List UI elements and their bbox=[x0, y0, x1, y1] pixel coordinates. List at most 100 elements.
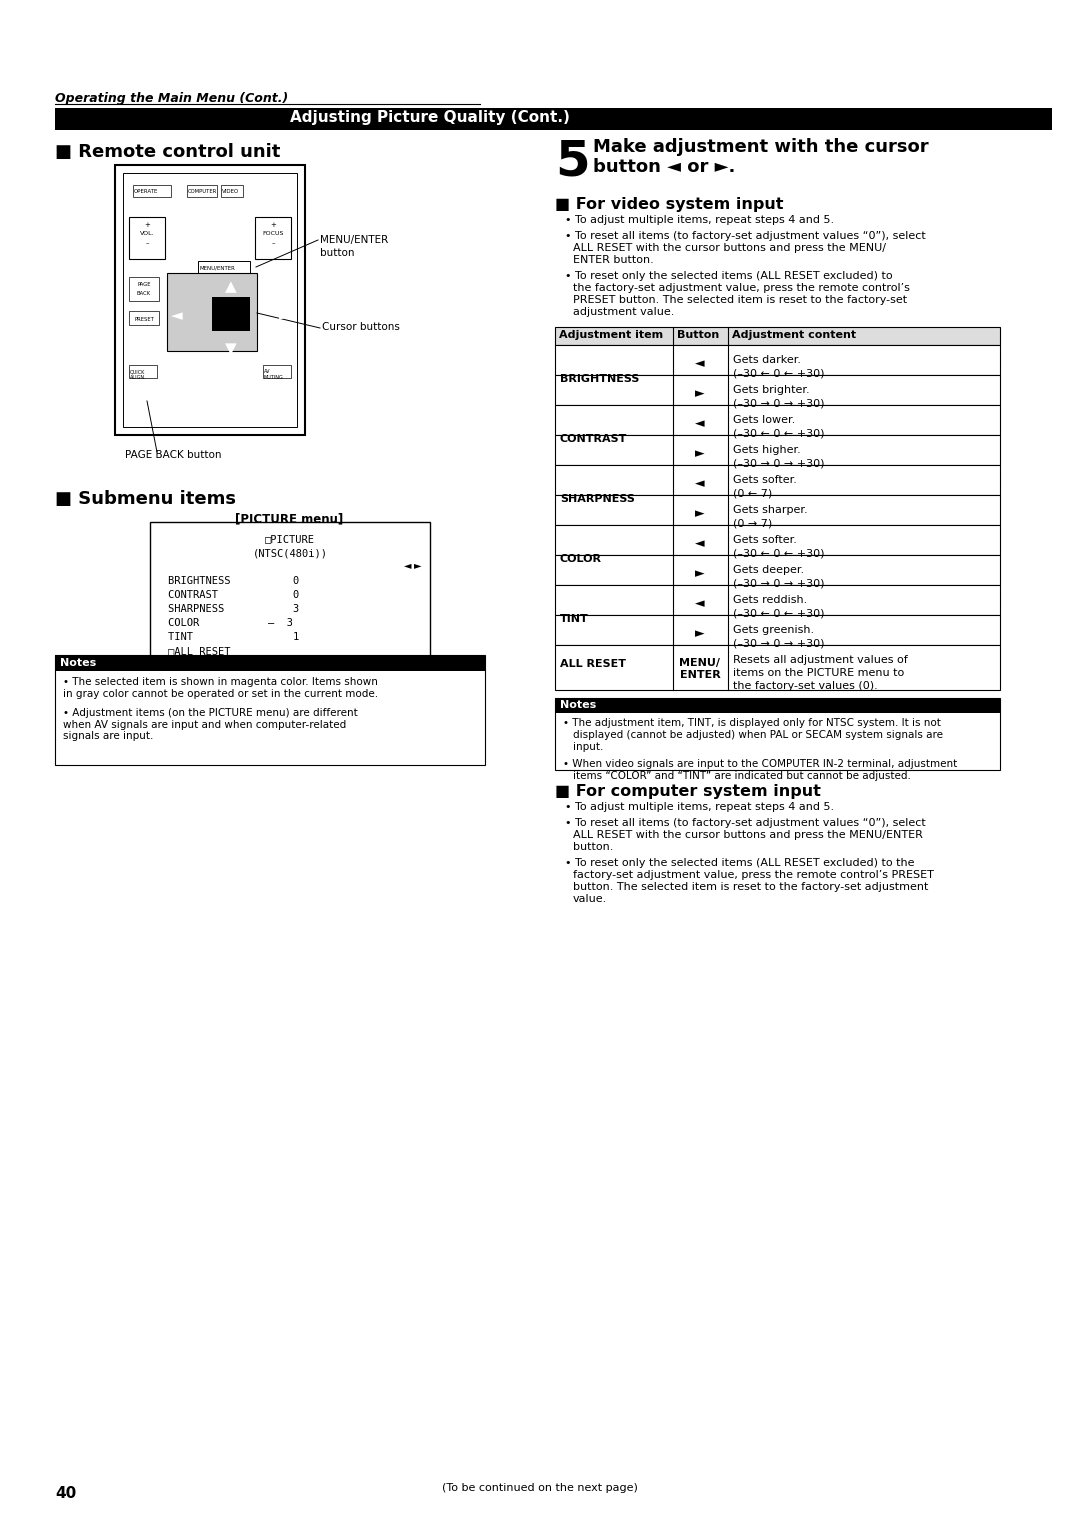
Text: COLOR: COLOR bbox=[561, 555, 602, 564]
Bar bbox=[255, 217, 291, 260]
Bar bbox=[555, 495, 1000, 526]
Text: button: button bbox=[320, 248, 354, 258]
Text: ENTER: ENTER bbox=[679, 669, 720, 680]
Bar bbox=[555, 526, 1000, 555]
Text: • To reset only the selected items (ALL RESET excluded) to: • To reset only the selected items (ALL … bbox=[565, 270, 893, 281]
Bar bbox=[555, 345, 1000, 374]
Text: value.: value. bbox=[573, 894, 607, 905]
Text: Adjustment item: Adjustment item bbox=[559, 330, 663, 341]
Text: Adjusting Picture Quality (Cont.): Adjusting Picture Quality (Cont.) bbox=[291, 110, 570, 125]
Text: (–30 ← 0 ← +30): (–30 ← 0 ← +30) bbox=[733, 608, 824, 617]
Bar bbox=[555, 555, 1000, 585]
Text: displayed (cannot be adjusted) when PAL or SECAM system signals are: displayed (cannot be adjusted) when PAL … bbox=[573, 730, 943, 740]
Text: QUICK: QUICK bbox=[130, 368, 146, 374]
Text: (–30 ← 0 ← +30): (–30 ← 0 ← +30) bbox=[733, 549, 824, 558]
Text: Gets sharper.: Gets sharper. bbox=[733, 504, 808, 515]
Text: PAGE: PAGE bbox=[137, 283, 151, 287]
Text: VIDEO: VIDEO bbox=[222, 189, 240, 194]
Text: ◄: ◄ bbox=[171, 309, 183, 322]
Bar bbox=[212, 296, 249, 332]
Text: input.: input. bbox=[573, 743, 604, 752]
Text: button. The selected item is reset to the factory-set adjustment: button. The selected item is reset to th… bbox=[573, 882, 929, 892]
Text: ►: ► bbox=[696, 567, 705, 581]
Text: Button: Button bbox=[677, 330, 719, 341]
Text: ALL RESET with the cursor buttons and press the MENU/: ALL RESET with the cursor buttons and pr… bbox=[573, 243, 886, 254]
Text: [PICTURE menu]: [PICTURE menu] bbox=[234, 512, 343, 526]
Text: (–30 → 0 → +30): (–30 → 0 → +30) bbox=[733, 397, 824, 408]
Text: Notes: Notes bbox=[60, 659, 96, 668]
Text: PRESET button. The selected item is reset to the factory-set: PRESET button. The selected item is rese… bbox=[573, 295, 907, 306]
Bar bbox=[264, 365, 291, 377]
Text: VOL.: VOL. bbox=[139, 231, 154, 235]
Text: BACK: BACK bbox=[137, 290, 151, 296]
Text: ■ For video system input: ■ For video system input bbox=[555, 197, 783, 212]
Bar bbox=[114, 165, 305, 435]
Text: ◄: ◄ bbox=[696, 477, 705, 490]
Text: PAGE BACK button: PAGE BACK button bbox=[125, 451, 221, 460]
Text: MENU/ENTER: MENU/ENTER bbox=[320, 235, 388, 244]
Text: ■ Submenu items: ■ Submenu items bbox=[55, 490, 237, 507]
Text: ◄: ◄ bbox=[696, 597, 705, 611]
Text: ■ Remote control unit: ■ Remote control unit bbox=[55, 144, 281, 160]
Text: (–30 ← 0 ← +30): (–30 ← 0 ← +30) bbox=[733, 368, 824, 377]
Text: button ◄ or ►.: button ◄ or ►. bbox=[593, 157, 735, 176]
Bar bbox=[187, 185, 217, 197]
Text: (0 → 7): (0 → 7) bbox=[733, 518, 772, 529]
Text: • The adjustment item, TINT, is displayed only for NTSC system. It is not: • The adjustment item, TINT, is displaye… bbox=[563, 718, 941, 727]
Bar bbox=[150, 523, 430, 669]
Text: SHARPNESS: SHARPNESS bbox=[561, 494, 635, 504]
Text: Gets higher.: Gets higher. bbox=[733, 445, 800, 455]
Bar bbox=[555, 465, 1000, 495]
Text: (–30 → 0 → +30): (–30 → 0 → +30) bbox=[733, 458, 824, 468]
Text: CONTRAST: CONTRAST bbox=[561, 434, 627, 445]
Bar bbox=[123, 173, 297, 426]
Text: • When video signals are input to the COMPUTER IN-2 terminal, adjustment: • When video signals are input to the CO… bbox=[563, 759, 957, 769]
Text: Gets deeper.: Gets deeper. bbox=[733, 565, 805, 575]
Text: BRIGHTNESS: BRIGHTNESS bbox=[561, 374, 639, 384]
Text: ◄: ◄ bbox=[696, 417, 705, 431]
Text: ►: ► bbox=[279, 309, 291, 322]
Text: • To reset all items (to factory-set adjustment values “0”), select: • To reset all items (to factory-set adj… bbox=[565, 817, 926, 828]
Bar bbox=[221, 185, 243, 197]
Text: 5: 5 bbox=[555, 138, 590, 186]
Bar bbox=[133, 185, 171, 197]
Text: Cursor buttons: Cursor buttons bbox=[322, 322, 400, 332]
Text: (–30 → 0 → +30): (–30 → 0 → +30) bbox=[733, 578, 824, 588]
Text: MENU/ENTER: MENU/ENTER bbox=[199, 264, 234, 270]
Text: button.: button. bbox=[573, 842, 613, 853]
Text: ■ For computer system input: ■ For computer system input bbox=[555, 784, 821, 799]
Bar bbox=[167, 274, 257, 351]
Text: Gets darker.: Gets darker. bbox=[733, 354, 801, 365]
Bar bbox=[555, 698, 1000, 714]
Text: □ALL RESET: □ALL RESET bbox=[168, 646, 230, 656]
Text: TINT: TINT bbox=[561, 614, 589, 623]
Text: Gets softer.: Gets softer. bbox=[733, 535, 797, 545]
Text: (–30 → 0 → +30): (–30 → 0 → +30) bbox=[733, 639, 824, 648]
Text: ◄: ◄ bbox=[696, 538, 705, 550]
Text: the factory-set adjustment value, press the remote control’s: the factory-set adjustment value, press … bbox=[573, 283, 909, 293]
Text: BRIGHTNESS          0: BRIGHTNESS 0 bbox=[168, 576, 299, 587]
Text: OPERATE: OPERATE bbox=[134, 189, 159, 194]
Text: (–30 ← 0 ← +30): (–30 ← 0 ← +30) bbox=[733, 428, 824, 439]
Bar bbox=[129, 277, 159, 301]
Text: –: – bbox=[271, 240, 274, 246]
Text: • To reset only the selected items (ALL RESET excluded) to the: • To reset only the selected items (ALL … bbox=[565, 859, 915, 868]
Text: –: – bbox=[145, 240, 149, 246]
Text: ALL RESET: ALL RESET bbox=[561, 659, 626, 669]
Text: items “COLOR” and “TINT” are indicated but cannot be adjusted.: items “COLOR” and “TINT” are indicated b… bbox=[573, 772, 910, 781]
Text: +: + bbox=[270, 222, 275, 228]
Text: Resets all adjustment values of: Resets all adjustment values of bbox=[733, 656, 908, 665]
Bar bbox=[555, 405, 1000, 435]
Text: Gets brighter.: Gets brighter. bbox=[733, 385, 810, 396]
Bar bbox=[555, 585, 1000, 614]
Text: ENTER button.: ENTER button. bbox=[573, 255, 653, 264]
Bar bbox=[198, 261, 249, 274]
Text: ◄: ◄ bbox=[404, 559, 411, 570]
Text: ▼: ▼ bbox=[225, 341, 237, 356]
Bar bbox=[555, 645, 1000, 691]
Bar bbox=[555, 327, 1000, 345]
Text: (To be continued on the next page): (To be continued on the next page) bbox=[442, 1484, 638, 1493]
Text: ►: ► bbox=[696, 507, 705, 521]
Text: • The selected item is shown in magenta color. Items shown
in gray color cannot : • The selected item is shown in magenta … bbox=[63, 677, 378, 698]
Text: ►: ► bbox=[696, 628, 705, 640]
